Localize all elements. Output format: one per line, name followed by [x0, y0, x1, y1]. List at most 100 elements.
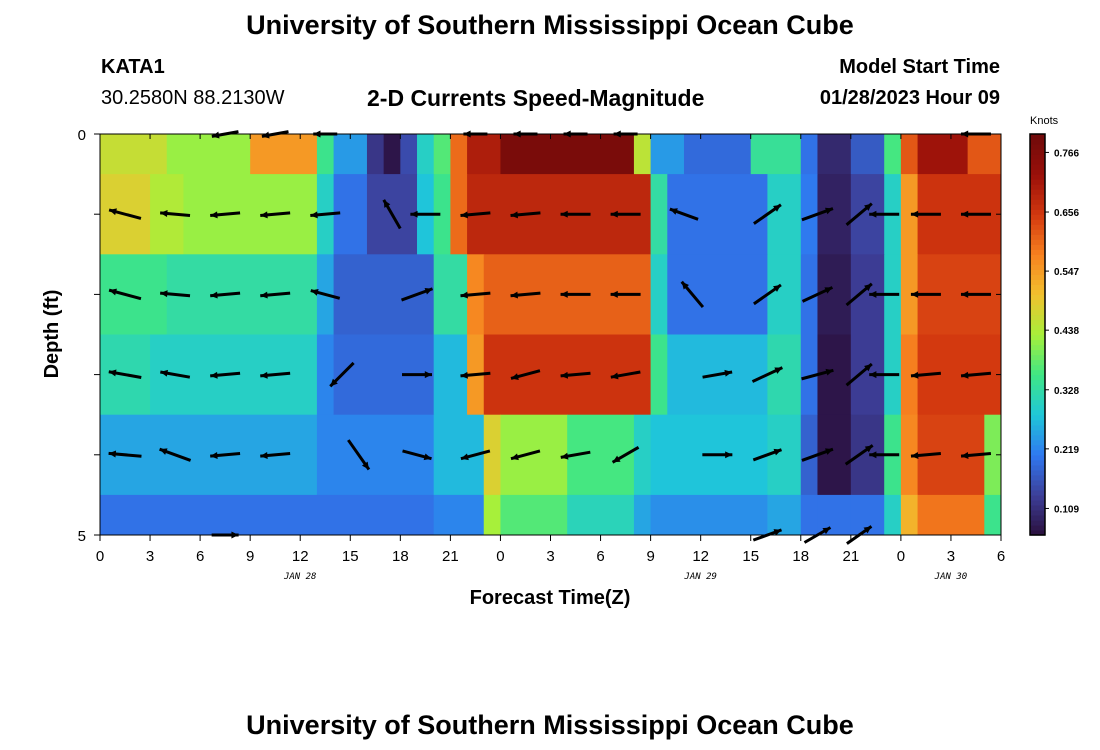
- colorbar-frame: [1029, 133, 1046, 536]
- colorbar-swatch: [1030, 344, 1045, 351]
- heatmap-cell: [900, 134, 919, 175]
- colorbar-swatch: [1030, 464, 1045, 471]
- x-date-label: JAN 29: [683, 572, 717, 582]
- heatmap-cell: [800, 334, 818, 416]
- heatmap-cell: [767, 174, 802, 255]
- x-tick-label: 0: [496, 548, 504, 565]
- arrow-head: [460, 291, 468, 299]
- heatmap-cell: [650, 174, 668, 255]
- heatmap-cell: [567, 494, 635, 535]
- chart-subtitle: 2-D Currents Speed-Magnitude: [367, 85, 705, 111]
- colorbar-swatch: [1030, 134, 1045, 140]
- colorbar-swatch: [1030, 504, 1045, 511]
- arrow-head: [864, 283, 872, 292]
- arrow-head: [510, 211, 519, 219]
- current-arrow: [210, 291, 241, 299]
- colorbar-tick-label: 0.219: [1054, 445, 1079, 456]
- colorbar-tick-label: 0.547: [1054, 267, 1079, 278]
- heatmap-cell: [817, 414, 852, 496]
- arrow-head: [361, 461, 369, 470]
- colorbar-swatch: [1030, 294, 1045, 301]
- colorbar-swatch: [1030, 229, 1045, 235]
- current-arrow: [401, 287, 434, 302]
- heatmap-cell: [650, 134, 685, 175]
- current-arrow: [910, 290, 941, 298]
- heatmap-cell: [967, 134, 1002, 175]
- y-tick-label: 0: [78, 127, 86, 144]
- current-arrow: [382, 199, 402, 230]
- heatmap-cell: [800, 414, 818, 496]
- arrow-head: [260, 291, 268, 299]
- current-arrow: [669, 207, 699, 221]
- arrow-head: [510, 373, 519, 380]
- colorbar-swatch: [1030, 249, 1045, 255]
- colorbar-swatch: [1030, 514, 1045, 521]
- arrow-head: [681, 281, 690, 290]
- current-arrow: [510, 369, 541, 380]
- colorbar-swatch: [1030, 529, 1045, 536]
- arrow-head: [560, 371, 569, 379]
- x-date-label: JAN 30: [934, 572, 968, 582]
- colorbar-swatch: [1030, 474, 1045, 481]
- heatmap-cell: [884, 134, 902, 175]
- current-arrow: [610, 370, 641, 380]
- heatmap-cell: [500, 494, 568, 535]
- colorbar-swatch: [1030, 354, 1045, 361]
- current-arrow: [869, 451, 900, 459]
- current-arrow: [844, 444, 874, 466]
- colorbar-swatch: [1030, 509, 1045, 516]
- colorbar-swatch: [1030, 194, 1045, 200]
- colorbar-swatch: [1030, 174, 1045, 180]
- colorbar-swatch: [1030, 489, 1045, 496]
- colorbar-swatch: [1030, 499, 1045, 506]
- current-arrow: [510, 291, 541, 299]
- current-arrow: [910, 371, 941, 379]
- arrow-head: [160, 369, 169, 377]
- colorbar-swatch: [1030, 164, 1045, 170]
- current-arrow: [610, 210, 641, 218]
- heatmap-cell: [800, 254, 818, 335]
- y-tick-label: 5: [78, 528, 86, 545]
- colorbar-swatch: [1030, 374, 1045, 381]
- page-title: University of Southern Mississippi Ocean…: [246, 10, 854, 40]
- current-arrow: [260, 291, 291, 299]
- arrow-head: [424, 287, 433, 295]
- arrow-head: [510, 291, 519, 299]
- y-axis-label: Depth (ft): [41, 290, 63, 379]
- current-arrow: [402, 371, 433, 379]
- current-arrow: [210, 451, 241, 459]
- current-arrow: [801, 447, 834, 462]
- heatmap-cell: [900, 494, 919, 535]
- arrow-head: [910, 210, 919, 218]
- heatmap-cell: [500, 134, 635, 175]
- arrow-head: [330, 378, 338, 387]
- colorbar-swatch: [1030, 199, 1045, 205]
- colorbar-swatch: [1030, 404, 1045, 411]
- arrow-head: [825, 448, 833, 455]
- heatmap-cell: [417, 134, 435, 175]
- heatmap-cell: [900, 174, 919, 255]
- arrow-head: [460, 453, 469, 461]
- heatmap-cell: [500, 414, 568, 496]
- current-arrow: [560, 450, 591, 460]
- colorbar-swatch: [1030, 184, 1045, 190]
- colorbar-swatch: [1030, 439, 1045, 446]
- heatmap-cell: [383, 134, 401, 175]
- colorbar-swatch: [1030, 429, 1045, 436]
- arrow-head: [910, 290, 919, 298]
- x-tick-label: 21: [842, 548, 859, 565]
- current-arrow: [108, 288, 142, 301]
- x-tick-label: 3: [947, 548, 955, 565]
- current-arrow: [869, 290, 900, 298]
- heatmap-cell: [817, 134, 852, 175]
- heatmap-cell: [316, 334, 335, 416]
- arrow-head: [460, 371, 468, 379]
- arrow-head: [960, 290, 969, 298]
- current-arrow: [752, 448, 783, 462]
- x-tick-label: 9: [246, 548, 254, 565]
- x-date-label: JAN 28: [283, 572, 317, 582]
- current-arrow: [960, 210, 991, 218]
- arrow-head: [424, 371, 433, 379]
- current-arrow: [329, 361, 355, 388]
- heatmap-cell: [100, 254, 168, 335]
